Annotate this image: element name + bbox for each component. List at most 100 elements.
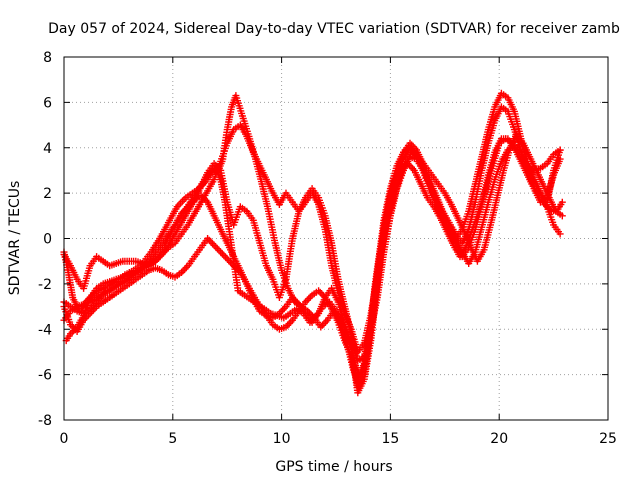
data-point: [249, 296, 262, 313]
data-point: [321, 212, 335, 245]
data-point: [537, 195, 549, 206]
data-point: [434, 180, 447, 195]
data-point: [249, 148, 263, 168]
data-point: [112, 258, 125, 267]
data-point: [73, 314, 86, 331]
data-point: [86, 300, 99, 313]
data-point: [236, 121, 249, 138]
data-point: [93, 281, 105, 292]
data-point: [243, 132, 256, 154]
data-point: [478, 201, 492, 231]
data-point: [410, 166, 424, 186]
chart-title: Day 057 of 2024, Sidereal Day-to-day VTE…: [48, 21, 620, 37]
data-point: [271, 239, 285, 272]
data-point: [232, 92, 246, 117]
data-point: [191, 185, 204, 204]
data-track-4: [62, 139, 564, 397]
data-point: [173, 196, 188, 211]
data-point: [417, 180, 430, 199]
data-point: [517, 148, 531, 172]
data-point: [465, 201, 479, 233]
data-point: [125, 270, 138, 281]
data-point: [308, 288, 320, 299]
data-point: [347, 330, 361, 362]
data-point: [145, 259, 157, 270]
data-point: [171, 270, 183, 281]
data-point: [151, 241, 164, 256]
data-point: [188, 186, 201, 197]
data-point: [99, 257, 111, 268]
y-tick-label: -2: [38, 277, 52, 293]
x-tick-label: 0: [60, 431, 69, 447]
data-point: [550, 157, 563, 179]
data-point: [106, 284, 118, 295]
data-point: [178, 210, 191, 227]
data-point: [426, 180, 439, 199]
data-point: [256, 162, 269, 181]
data-point: [230, 123, 242, 134]
data-point: [223, 128, 237, 147]
data-point: [106, 260, 118, 270]
data-point: [197, 189, 210, 206]
data-point: [156, 221, 171, 242]
data-point: [267, 309, 279, 319]
data-point: [360, 339, 374, 383]
data-point: [138, 263, 151, 272]
data-point: [419, 166, 432, 186]
data-point: [158, 232, 171, 247]
data-point: [432, 194, 445, 213]
data-point: [112, 274, 125, 283]
data-point: [93, 291, 105, 301]
data-point: [265, 207, 278, 244]
y-tick-label: -8: [38, 413, 52, 429]
data-point: [80, 299, 92, 308]
data-point: [354, 377, 367, 397]
data-point: [184, 198, 197, 215]
data-point: [497, 135, 510, 143]
data-point: [275, 278, 289, 301]
data-point: [510, 107, 524, 140]
data-point: [406, 153, 418, 162]
data-point: [524, 157, 537, 181]
axis-ticks: [63, 56, 609, 421]
data-point: [132, 266, 144, 276]
data-point: [504, 107, 517, 131]
data-point: [217, 166, 231, 204]
data-point: [184, 212, 197, 229]
data-point: [315, 201, 328, 231]
data-point: [125, 277, 138, 288]
data-point: [262, 312, 275, 321]
data-point: [354, 354, 366, 365]
data-point: [269, 311, 281, 322]
data-point: [178, 223, 190, 238]
data-point: [471, 226, 485, 256]
data-point: [537, 161, 549, 172]
data-point: [480, 223, 494, 254]
data-point: [334, 275, 348, 308]
x-axis-tick-labels: 0 5 10 15 20 25: [60, 431, 617, 447]
data-point: [243, 280, 256, 301]
x-tick-label: 25: [599, 431, 617, 447]
data-point: [119, 257, 131, 265]
data-point: [73, 307, 85, 317]
data-point: [191, 201, 204, 217]
data-point: [151, 264, 164, 273]
x-tick-label: 5: [168, 431, 177, 447]
data-point: [171, 212, 184, 229]
data-point: [210, 160, 223, 173]
data-point: [471, 203, 485, 233]
data-point: [95, 283, 109, 295]
data-point: [217, 248, 230, 261]
data-point: [308, 185, 321, 199]
data-point: [543, 203, 557, 226]
data-point: [504, 143, 516, 154]
data-point: [354, 341, 367, 356]
data-point: [373, 251, 387, 301]
data-point: [106, 276, 118, 286]
data-point: [558, 198, 566, 206]
data-point: [258, 180, 272, 213]
data-point: [275, 324, 288, 333]
data-point: [158, 244, 171, 258]
data-point: [210, 212, 224, 231]
data-point: [334, 318, 348, 342]
